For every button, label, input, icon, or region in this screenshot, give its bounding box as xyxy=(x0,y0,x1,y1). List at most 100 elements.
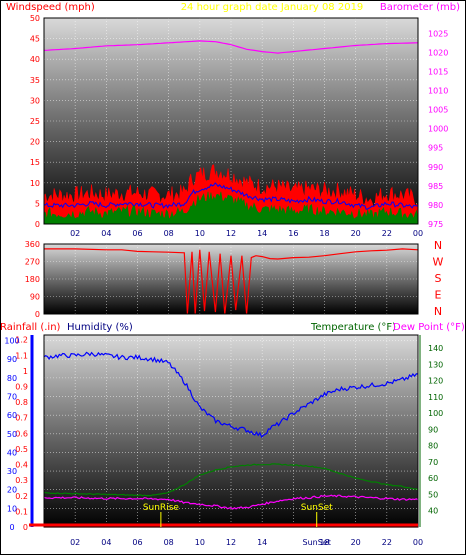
rainfall-tick-label: 1 xyxy=(23,367,28,376)
direction-tick-label: 180 xyxy=(25,275,40,284)
time-tick-label: 22 xyxy=(382,538,392,547)
time-tick-label: 04 xyxy=(101,229,111,238)
rainfall-tick-label: 1.1 xyxy=(15,351,28,360)
time-tick-label: 04 xyxy=(101,538,111,547)
sunset-label: SunSet xyxy=(301,503,333,513)
wind-series xyxy=(43,40,419,225)
time-tick-label: 02 xyxy=(70,538,80,547)
barometer-tick-label: 975 xyxy=(428,220,443,229)
humidity-tick-label: 60 xyxy=(7,411,17,420)
rainfall-axis-title: Rainfall (.in) xyxy=(0,322,61,333)
time-tick-label: 06 xyxy=(132,538,142,547)
time-tick-label: 02 xyxy=(70,229,80,238)
windspeed-tick-label: 30 xyxy=(30,96,40,105)
direction-tick-label: 270 xyxy=(25,258,40,267)
temperature-tick-label: 60 xyxy=(428,474,438,483)
temperature-tick-label: 80 xyxy=(428,442,438,451)
wind-direction-line xyxy=(44,248,419,315)
sun-annotations: SunRise SunSet SunSet xyxy=(143,503,333,547)
time-tick-label: 14 xyxy=(257,538,267,547)
barometer-line xyxy=(43,40,419,54)
time-tick-label: 12 xyxy=(226,538,236,547)
time-tick-label: 10 xyxy=(195,538,205,547)
time-tick-label: 06 xyxy=(132,229,142,238)
direction-degree-ticks: 0 90 180 270 360 xyxy=(25,240,40,319)
sunrise-label: SunRise xyxy=(143,503,180,513)
barometer-tick-label: 1000 xyxy=(428,125,448,134)
rainfall-tick-label: 0.8 xyxy=(15,398,28,407)
barometer-tick-label: 1010 xyxy=(428,86,448,95)
wind-time-ticks: 02 04 06 08 10 12 14 16 18 20 22 00 xyxy=(70,229,423,238)
temperature-tick-label: 90 xyxy=(428,425,438,434)
time-tick-label: 18 xyxy=(319,229,329,238)
time-tick-label: 10 xyxy=(195,229,205,238)
direction-tick-label: 360 xyxy=(25,240,40,249)
time-tick-label: 00 xyxy=(413,538,423,547)
rainfall-tick-label: 0.4 xyxy=(15,461,28,470)
temp-value-ticks: 00.10.20.30.40.50.60.70.80.911.11.201020… xyxy=(4,336,443,532)
wind-barometer-panel: 24 hour graph date January 08 2019 Winds… xyxy=(6,2,460,238)
humidity-tick-label: 50 xyxy=(7,430,17,439)
time-tick-label: 14 xyxy=(257,229,267,238)
windspeed-tick-label: 20 xyxy=(30,138,40,147)
temperature-tick-label: 110 xyxy=(428,393,443,402)
windspeed-tick-label: 0 xyxy=(35,220,40,229)
humidity-axis-title: Humidity (%) xyxy=(67,322,133,333)
windspeed-tick-label: 10 xyxy=(30,179,40,188)
temperature-tick-label: 70 xyxy=(428,458,438,467)
temperature-tick-label: 130 xyxy=(428,360,443,369)
direction-series xyxy=(44,248,419,315)
time-tick-label: 12 xyxy=(226,229,236,238)
speed-area xyxy=(43,191,419,225)
barometer-tick-label: 985 xyxy=(428,182,443,191)
temperature-tick-label: 120 xyxy=(428,377,443,386)
barometer-tick-label: 1005 xyxy=(428,106,448,115)
barometer-tick-label: 1020 xyxy=(428,48,448,57)
dewpoint-axis-title: Dew Point (°F) xyxy=(393,322,465,333)
windspeed-ticks: 0 5 10 15 20 25 30 35 40 45 50 xyxy=(30,14,40,229)
temp-time-ticks: 02 04 06 08 10 12 14 18 20 22 00 xyxy=(70,538,423,547)
humidity-tick-label: 0 xyxy=(9,523,14,532)
humidity-tick-label: 90 xyxy=(7,355,17,364)
barometer-axis-title: Barometer (mb) xyxy=(380,2,460,13)
rainfall-tick-label: 0 xyxy=(23,523,28,532)
compass-label: N xyxy=(434,305,442,318)
barometer-tick-label: 980 xyxy=(428,201,443,210)
humidity-line xyxy=(43,351,418,439)
humidity-tick-label: 30 xyxy=(7,467,17,476)
humidity-tick-label: 20 xyxy=(7,486,17,495)
dew-point-line xyxy=(43,494,419,510)
windspeed-tick-label: 25 xyxy=(30,117,40,126)
barometer-tick-label: 1015 xyxy=(428,67,448,76)
humidity-tick-label: 100 xyxy=(4,337,19,346)
windspeed-tick-label: 15 xyxy=(30,158,40,167)
rainfall-tick-label: 0.7 xyxy=(15,414,28,423)
time-tick-label: 20 xyxy=(351,538,361,547)
barometer-ticks: 975 980 985 990 995 1000 1005 1010 1015 1020 1025 xyxy=(428,29,448,229)
barometer-tick-label: 995 xyxy=(428,144,443,153)
time-tick-label: 16 xyxy=(288,229,298,238)
chart-title: 24 hour graph date January 08 2019 xyxy=(181,2,364,13)
temp-humidity-panel: Rainfall (.in) Humidity (%) Temperature … xyxy=(0,322,465,547)
time-tick-label: 22 xyxy=(382,229,392,238)
rainfall-tick-label: 0.3 xyxy=(15,476,28,485)
windspeed-tick-label: 40 xyxy=(30,55,40,64)
compass-label: E xyxy=(435,289,442,302)
temperature-tick-label: 100 xyxy=(428,409,443,418)
wind-plot-frame xyxy=(43,17,419,225)
windspeed-tick-label: 50 xyxy=(30,14,40,23)
windspeed-tick-label: 35 xyxy=(30,76,40,85)
rainfall-tick-label: 1.2 xyxy=(15,336,28,345)
average-line xyxy=(43,182,419,210)
windspeed-tick-label: 45 xyxy=(30,35,40,44)
compass-label: N xyxy=(434,239,442,252)
barometer-tick-label: 1025 xyxy=(428,29,448,38)
temperature-tick-label: 140 xyxy=(428,344,443,353)
temperature-line xyxy=(44,463,419,497)
time-tick-label: 00 xyxy=(413,229,423,238)
time-tick-label: 20 xyxy=(351,229,361,238)
time-tick-label: 08 xyxy=(164,538,174,547)
compass-label: W xyxy=(433,256,444,269)
rainfall-tick-label: 0.5 xyxy=(15,445,28,454)
